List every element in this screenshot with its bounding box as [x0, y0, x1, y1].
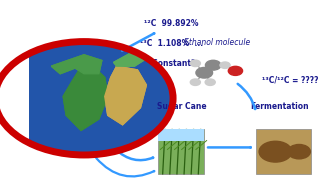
FancyBboxPatch shape	[158, 129, 204, 174]
Polygon shape	[114, 51, 146, 66]
Text: ¹²C  99.892%: ¹²C 99.892%	[144, 19, 199, 28]
FancyBboxPatch shape	[158, 129, 204, 141]
Text: Fermentation: Fermentation	[251, 101, 309, 111]
Polygon shape	[51, 55, 102, 74]
Circle shape	[259, 141, 292, 162]
Text: ¹³C/¹²C = ????: ¹³C/¹²C = ????	[262, 76, 319, 85]
Polygon shape	[105, 66, 146, 125]
Text: "Constant": "Constant"	[148, 59, 195, 68]
Circle shape	[205, 60, 221, 70]
Circle shape	[228, 66, 243, 75]
Polygon shape	[63, 66, 108, 130]
Circle shape	[190, 79, 200, 85]
Circle shape	[196, 67, 213, 78]
Circle shape	[288, 144, 310, 159]
Circle shape	[0, 42, 173, 155]
Polygon shape	[63, 66, 108, 130]
Circle shape	[205, 79, 215, 85]
FancyBboxPatch shape	[256, 129, 311, 174]
Text: ¹³C  1.108%  ...: ¹³C 1.108% ...	[140, 39, 203, 48]
Text: Sugar Cane: Sugar Cane	[157, 101, 207, 111]
Circle shape	[0, 42, 173, 155]
Circle shape	[190, 60, 200, 67]
Polygon shape	[114, 51, 146, 66]
Text: Ethanol molecule: Ethanol molecule	[185, 38, 251, 47]
Polygon shape	[105, 66, 146, 125]
Circle shape	[220, 62, 230, 68]
Polygon shape	[51, 55, 102, 74]
